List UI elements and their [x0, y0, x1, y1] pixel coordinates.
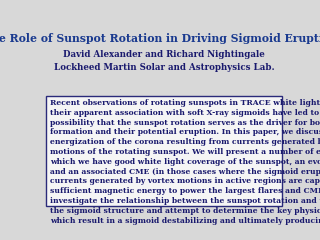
Text: David Alexander and Richard Nightingale: David Alexander and Richard Nightingale	[63, 50, 265, 59]
Text: Recent observations of rotating sunspots in TRACE white light images and
their a: Recent observations of rotating sunspots…	[50, 99, 320, 225]
Text: Lockheed Martin Solar and Astrophysics Lab.: Lockheed Martin Solar and Astrophysics L…	[54, 63, 274, 72]
Bar	[46, 96, 282, 206]
Text: The Role of Sunspot Rotation in Driving Sigmoid Eruptions: The Role of Sunspot Rotation in Driving …	[0, 33, 320, 44]
